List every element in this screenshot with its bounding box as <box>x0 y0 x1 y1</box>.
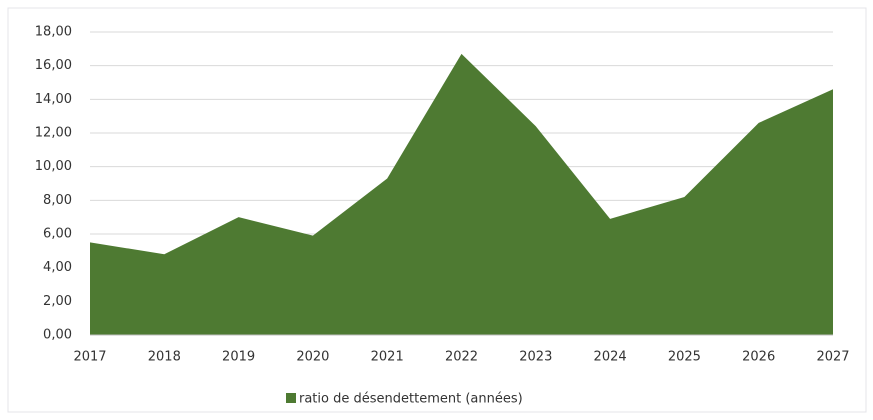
y-tick-label: 2,00 <box>43 294 72 309</box>
x-tick-label: 2027 <box>816 350 849 365</box>
y-tick-label: 8,00 <box>43 193 72 208</box>
x-tick-label: 2021 <box>371 350 404 365</box>
y-tick-label: 6,00 <box>43 227 72 242</box>
area <box>90 53 833 336</box>
x-tick-label: 2023 <box>519 350 552 365</box>
y-tick-label: 18,00 <box>35 25 72 40</box>
y-tick-label: 14,00 <box>35 92 72 107</box>
y-tick-label: 0,00 <box>43 328 72 343</box>
y-tick-label: 10,00 <box>35 159 72 174</box>
x-tick-label: 2020 <box>296 350 329 365</box>
y-tick-label: 12,00 <box>35 126 72 141</box>
legend-label: ratio de désendettement (années) <box>299 392 523 407</box>
x-tick-label: 2018 <box>148 350 181 365</box>
x-tick-label: 2017 <box>73 350 106 365</box>
y-tick-label: 16,00 <box>35 58 72 73</box>
x-tick-label: 2024 <box>594 350 627 365</box>
x-tick-label: 2026 <box>742 350 775 365</box>
x-tick-label: 2022 <box>445 350 478 365</box>
legend-swatch <box>286 393 296 403</box>
y-tick-label: 4,00 <box>43 260 72 275</box>
x-tick-label: 2025 <box>668 350 701 365</box>
x-tick-label: 2019 <box>222 350 255 365</box>
